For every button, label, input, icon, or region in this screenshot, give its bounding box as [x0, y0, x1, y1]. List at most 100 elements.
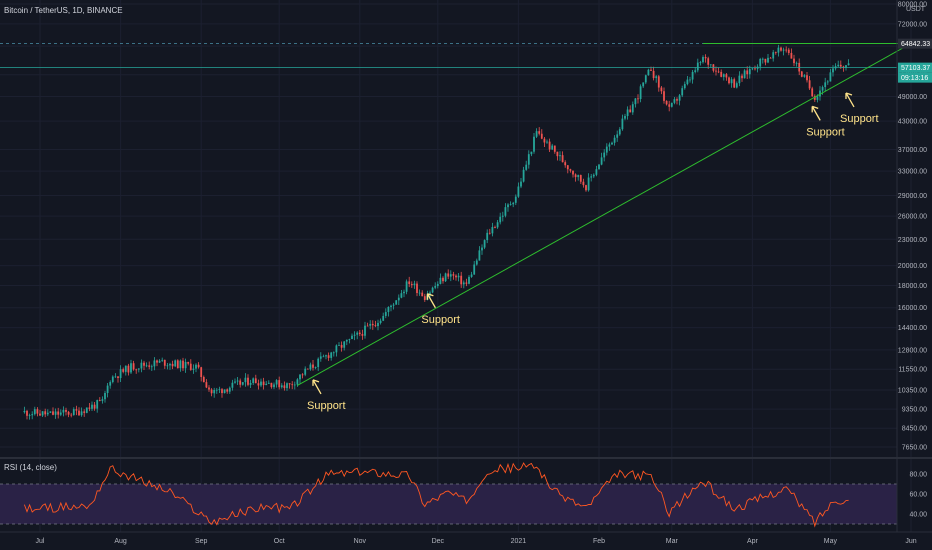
candle-body — [275, 380, 278, 385]
candle-body — [777, 47, 780, 53]
candle-body — [803, 75, 806, 77]
candle-body — [410, 284, 413, 286]
candle-body — [460, 275, 463, 285]
candle-body — [114, 376, 117, 378]
candle-body — [249, 382, 252, 385]
time-tick-label: Dec — [432, 538, 445, 545]
candle-body — [748, 69, 751, 75]
candle-body — [694, 70, 697, 72]
candle-body — [226, 389, 229, 392]
candle-body — [46, 412, 49, 415]
candle-body — [655, 76, 658, 79]
candle-body — [23, 410, 26, 413]
trend-lines — [0, 42, 912, 386]
candle-body — [166, 365, 169, 367]
price-tick-label: 43000.00 — [898, 119, 927, 126]
candle-body — [543, 138, 546, 143]
candle-body — [228, 387, 231, 392]
candle-body — [504, 207, 507, 216]
candle-body — [400, 293, 403, 298]
candle-body — [761, 58, 764, 60]
time-tick-label: Apr — [747, 538, 759, 545]
candle-body — [202, 377, 205, 383]
candle-body — [540, 133, 543, 139]
candle-body — [538, 131, 541, 134]
candle-body — [798, 62, 801, 72]
candle-body — [465, 282, 468, 284]
rsi-pane — [0, 462, 897, 528]
candle-body — [613, 137, 616, 143]
candle-body — [577, 175, 580, 178]
candle-body — [704, 57, 707, 59]
candle-body — [470, 274, 473, 277]
candle-body — [561, 155, 564, 163]
candle-body — [189, 363, 192, 370]
candle-body — [101, 399, 104, 401]
candle-body — [184, 361, 187, 369]
candle-body — [358, 332, 361, 335]
candle-body — [707, 58, 710, 65]
candle-body — [733, 79, 736, 88]
candle-body — [681, 88, 684, 96]
candle-body — [72, 409, 75, 415]
candle-body — [780, 47, 782, 51]
candle-body — [520, 181, 522, 187]
time-tick-label: Nov — [354, 538, 367, 545]
candle-body — [696, 62, 699, 71]
candle-body — [330, 352, 333, 358]
candle-body — [533, 136, 535, 152]
candle-body — [26, 410, 28, 416]
candle-body — [621, 118, 624, 130]
price-tick-label: 7650.00 — [902, 445, 927, 452]
candle-body — [572, 170, 574, 175]
support-arrow — [426, 293, 436, 309]
candle-body — [717, 71, 720, 73]
time-tick-label: Aug — [114, 538, 127, 545]
candle-body — [351, 335, 353, 340]
rsi-tick-label: 80.00 — [909, 472, 927, 479]
candle-body — [70, 414, 73, 416]
candle-body — [626, 109, 629, 117]
candle-body — [735, 83, 738, 88]
candle-body — [171, 363, 174, 367]
candle-body — [119, 369, 122, 379]
candle-body — [774, 52, 777, 54]
candle-body — [608, 144, 611, 147]
candle-body — [605, 146, 608, 153]
candle-body — [806, 75, 808, 81]
candle-body — [431, 287, 434, 293]
support-label: Support — [307, 400, 346, 412]
support-label: Support — [806, 126, 845, 138]
candle-body — [829, 72, 832, 82]
candle-body — [678, 95, 681, 101]
candle-body — [670, 102, 673, 107]
candle-body — [244, 377, 247, 383]
price-tag-label: 64842.33 — [901, 41, 930, 48]
candle-body — [772, 52, 775, 59]
candle-body — [730, 79, 733, 84]
support-label: Support — [421, 314, 460, 326]
candle-body — [59, 412, 62, 415]
candle-body — [501, 215, 504, 217]
candle-body — [808, 80, 811, 89]
candle-body — [205, 382, 208, 388]
candle-body — [96, 400, 99, 409]
candle-body — [280, 385, 283, 388]
candle-body — [62, 409, 65, 413]
candle-body — [241, 382, 244, 385]
candle-body — [759, 59, 762, 67]
candle-body — [527, 154, 530, 165]
candle-body — [826, 81, 829, 83]
candle-body — [530, 151, 533, 155]
candle-body — [845, 65, 847, 68]
candle-body — [327, 355, 330, 358]
candle-body — [379, 320, 382, 323]
candle-body — [631, 104, 634, 113]
candle-body — [234, 381, 236, 383]
candle-body — [314, 367, 317, 368]
candle-body — [442, 277, 444, 282]
candle-body — [652, 70, 655, 79]
candle-body — [33, 409, 36, 415]
candle-body — [52, 411, 54, 415]
